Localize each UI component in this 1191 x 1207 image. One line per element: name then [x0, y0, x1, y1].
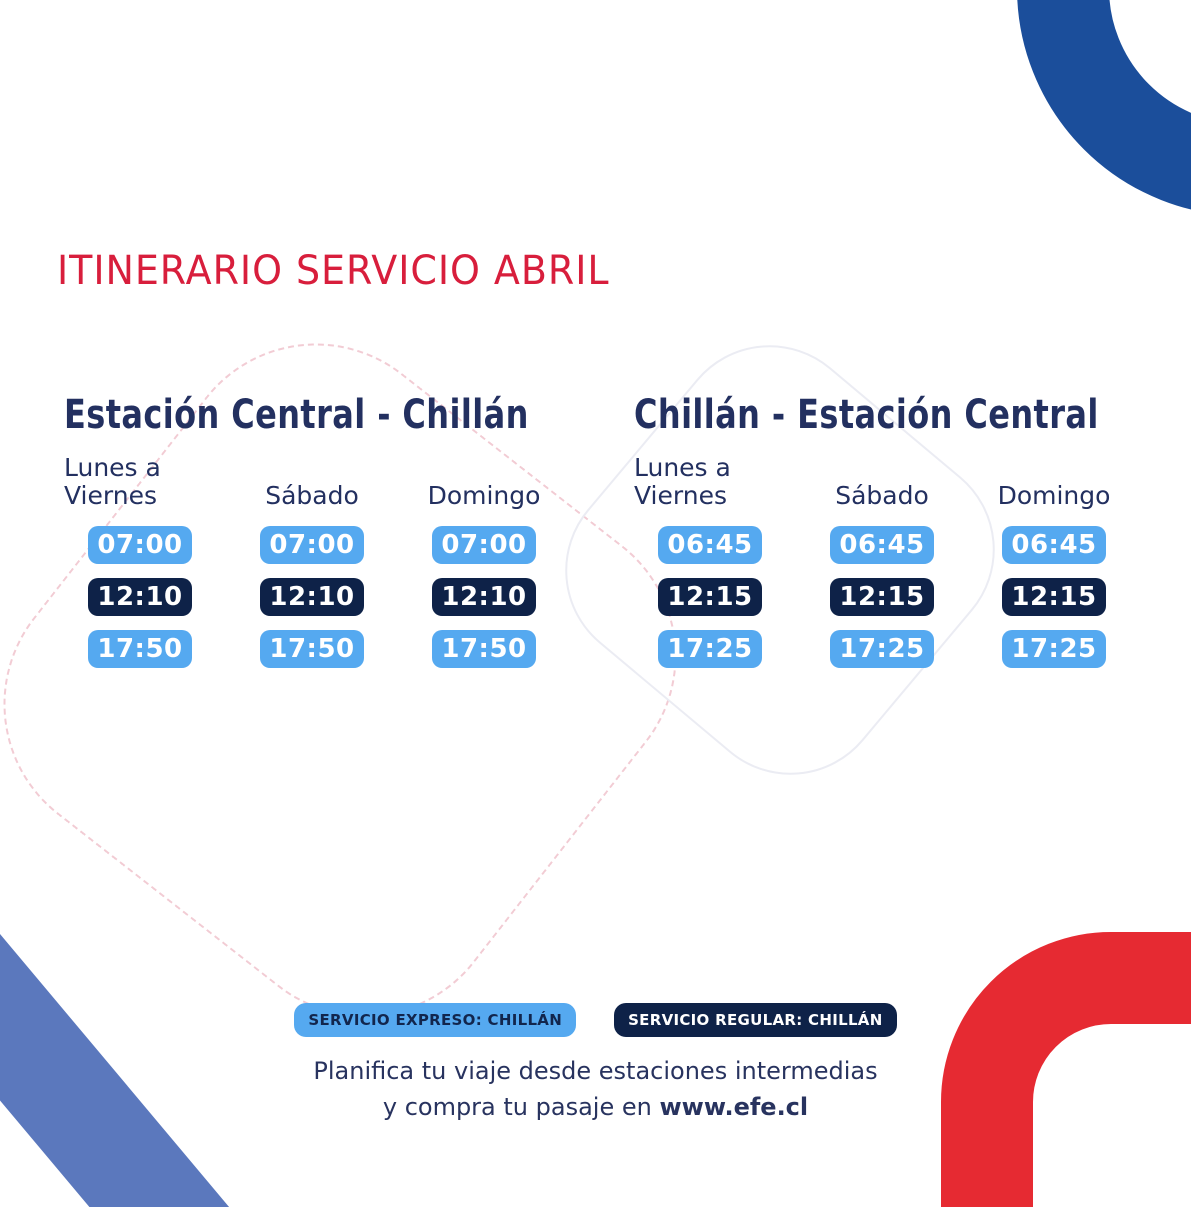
time-badge: 07:00 — [260, 526, 364, 564]
time-badge: 07:00 — [88, 526, 192, 564]
times-list: 06:45 12:15 17:25 — [806, 526, 958, 668]
schedules: Estación Central - Chillán Lunes a Viern… — [64, 388, 1134, 668]
column-saturday: Sábado 07:00 12:10 17:50 — [236, 450, 388, 668]
route-title-outbound: Estación Central - Chillán — [64, 392, 529, 438]
time-badge: 17:50 — [432, 630, 536, 668]
service-legend: SERVICIO EXPRESO: CHILLÁN SERVICIO REGUL… — [0, 1003, 1191, 1037]
footer-note: Planifica tu viaje desde estaciones inte… — [0, 1053, 1191, 1125]
time-badge: 06:45 — [658, 526, 762, 564]
schedule-table-outbound: Estación Central - Chillán Lunes a Viern… — [64, 388, 564, 668]
times-list: 07:00 12:10 17:50 — [64, 526, 216, 668]
time-badge: 06:45 — [830, 526, 934, 564]
route-title-return: Chillán - Estación Central — [634, 392, 1099, 438]
column-header: Lunes a Viernes — [64, 453, 161, 510]
footer-line-1: Planifica tu viaje desde estaciones inte… — [313, 1057, 878, 1085]
column-header: Domingo — [997, 481, 1111, 510]
time-badge: 12:15 — [830, 578, 934, 616]
time-badge: 12:10 — [260, 578, 364, 616]
column-sunday: Domingo 07:00 12:10 17:50 — [408, 450, 560, 668]
column-saturday: Sábado 06:45 12:15 17:25 — [806, 450, 958, 668]
time-badge: 12:15 — [1002, 578, 1106, 616]
footer-line-2-text: y compra tu pasaje en — [382, 1093, 660, 1121]
time-badge: 17:50 — [88, 630, 192, 668]
time-badge: 17:25 — [1002, 630, 1106, 668]
website-link[interactable]: www.efe.cl — [659, 1093, 809, 1121]
time-badge: 17:25 — [658, 630, 762, 668]
time-badge: 17:25 — [830, 630, 934, 668]
time-badge: 07:00 — [432, 526, 536, 564]
times-list: 07:00 12:10 17:50 — [408, 526, 560, 668]
legend-regular-badge: SERVICIO REGULAR: CHILLÁN — [614, 1003, 897, 1037]
column-header: Sábado — [265, 481, 359, 510]
times-list: 07:00 12:10 17:50 — [236, 526, 388, 668]
columns-row: Lunes a Viernes 07:00 12:10 17:50 Sábado… — [64, 450, 564, 668]
blue-ring-decoration — [1017, 0, 1191, 216]
time-badge: 12:10 — [432, 578, 536, 616]
column-weekdays: Lunes a Viernes 07:00 12:10 17:50 — [64, 450, 216, 668]
time-badge: 17:50 — [260, 630, 364, 668]
times-list: 06:45 12:15 17:25 — [978, 526, 1130, 668]
column-header: Lunes a Viernes — [634, 453, 731, 510]
footer-line-2: y compra tu pasaje en www.efe.cl — [0, 1089, 1191, 1125]
time-badge: 12:10 — [88, 578, 192, 616]
times-list: 06:45 12:15 17:25 — [634, 526, 786, 668]
column-weekdays: Lunes a Viernes 06:45 12:15 17:25 — [634, 450, 786, 668]
time-badge: 12:15 — [658, 578, 762, 616]
columns-row: Lunes a Viernes 06:45 12:15 17:25 Sábado… — [634, 450, 1134, 668]
column-header: Sábado — [835, 481, 929, 510]
schedule-table-return: Chillán - Estación Central Lunes a Viern… — [634, 388, 1134, 668]
page-title: ITINERARIO SERVICIO ABRIL — [57, 248, 610, 294]
time-badge: 06:45 — [1002, 526, 1106, 564]
column-header: Domingo — [427, 481, 541, 510]
column-sunday: Domingo 06:45 12:15 17:25 — [978, 450, 1130, 668]
legend-expreso-badge: SERVICIO EXPRESO: CHILLÁN — [294, 1003, 577, 1037]
